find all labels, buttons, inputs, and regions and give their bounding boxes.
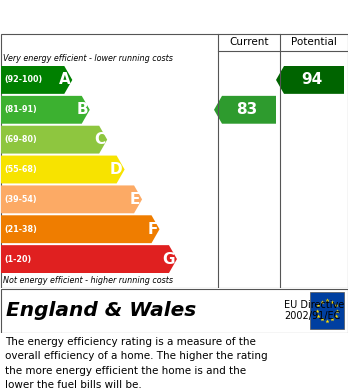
Text: 83: 83 [236, 102, 258, 117]
Polygon shape [1, 245, 177, 273]
Text: G: G [163, 251, 175, 267]
Text: (1-20): (1-20) [4, 255, 31, 264]
Text: B: B [76, 102, 88, 117]
Text: (21-38): (21-38) [4, 225, 37, 234]
Text: (92-100): (92-100) [4, 75, 42, 84]
Text: (81-91): (81-91) [4, 105, 37, 114]
Text: D: D [110, 162, 122, 177]
Text: Very energy efficient - lower running costs: Very energy efficient - lower running co… [3, 54, 173, 63]
Bar [310, 292, 344, 329]
Polygon shape [1, 66, 72, 94]
Text: C: C [94, 132, 105, 147]
Polygon shape [214, 96, 276, 124]
Text: (69-80): (69-80) [4, 135, 37, 144]
Text: Current: Current [229, 37, 269, 47]
Polygon shape [1, 215, 159, 243]
Text: 94: 94 [301, 72, 323, 88]
Text: Potential: Potential [291, 37, 337, 47]
Text: EU Directive
2002/91/EC: EU Directive 2002/91/EC [284, 300, 344, 321]
Polygon shape [1, 185, 142, 213]
Polygon shape [1, 126, 107, 154]
Text: England & Wales: England & Wales [6, 301, 196, 320]
Text: (39-54): (39-54) [4, 195, 37, 204]
Text: (55-68): (55-68) [4, 165, 37, 174]
Text: F: F [147, 222, 158, 237]
Text: Not energy efficient - higher running costs: Not energy efficient - higher running co… [3, 276, 173, 285]
Text: E: E [130, 192, 140, 207]
Text: The energy efficiency rating is a measure of the
overall efficiency of a home. T: The energy efficiency rating is a measur… [5, 337, 268, 390]
Polygon shape [276, 66, 344, 94]
Text: A: A [58, 72, 70, 88]
Polygon shape [1, 156, 125, 183]
Polygon shape [1, 96, 90, 124]
Text: Energy Efficiency Rating: Energy Efficiency Rating [6, 9, 228, 24]
